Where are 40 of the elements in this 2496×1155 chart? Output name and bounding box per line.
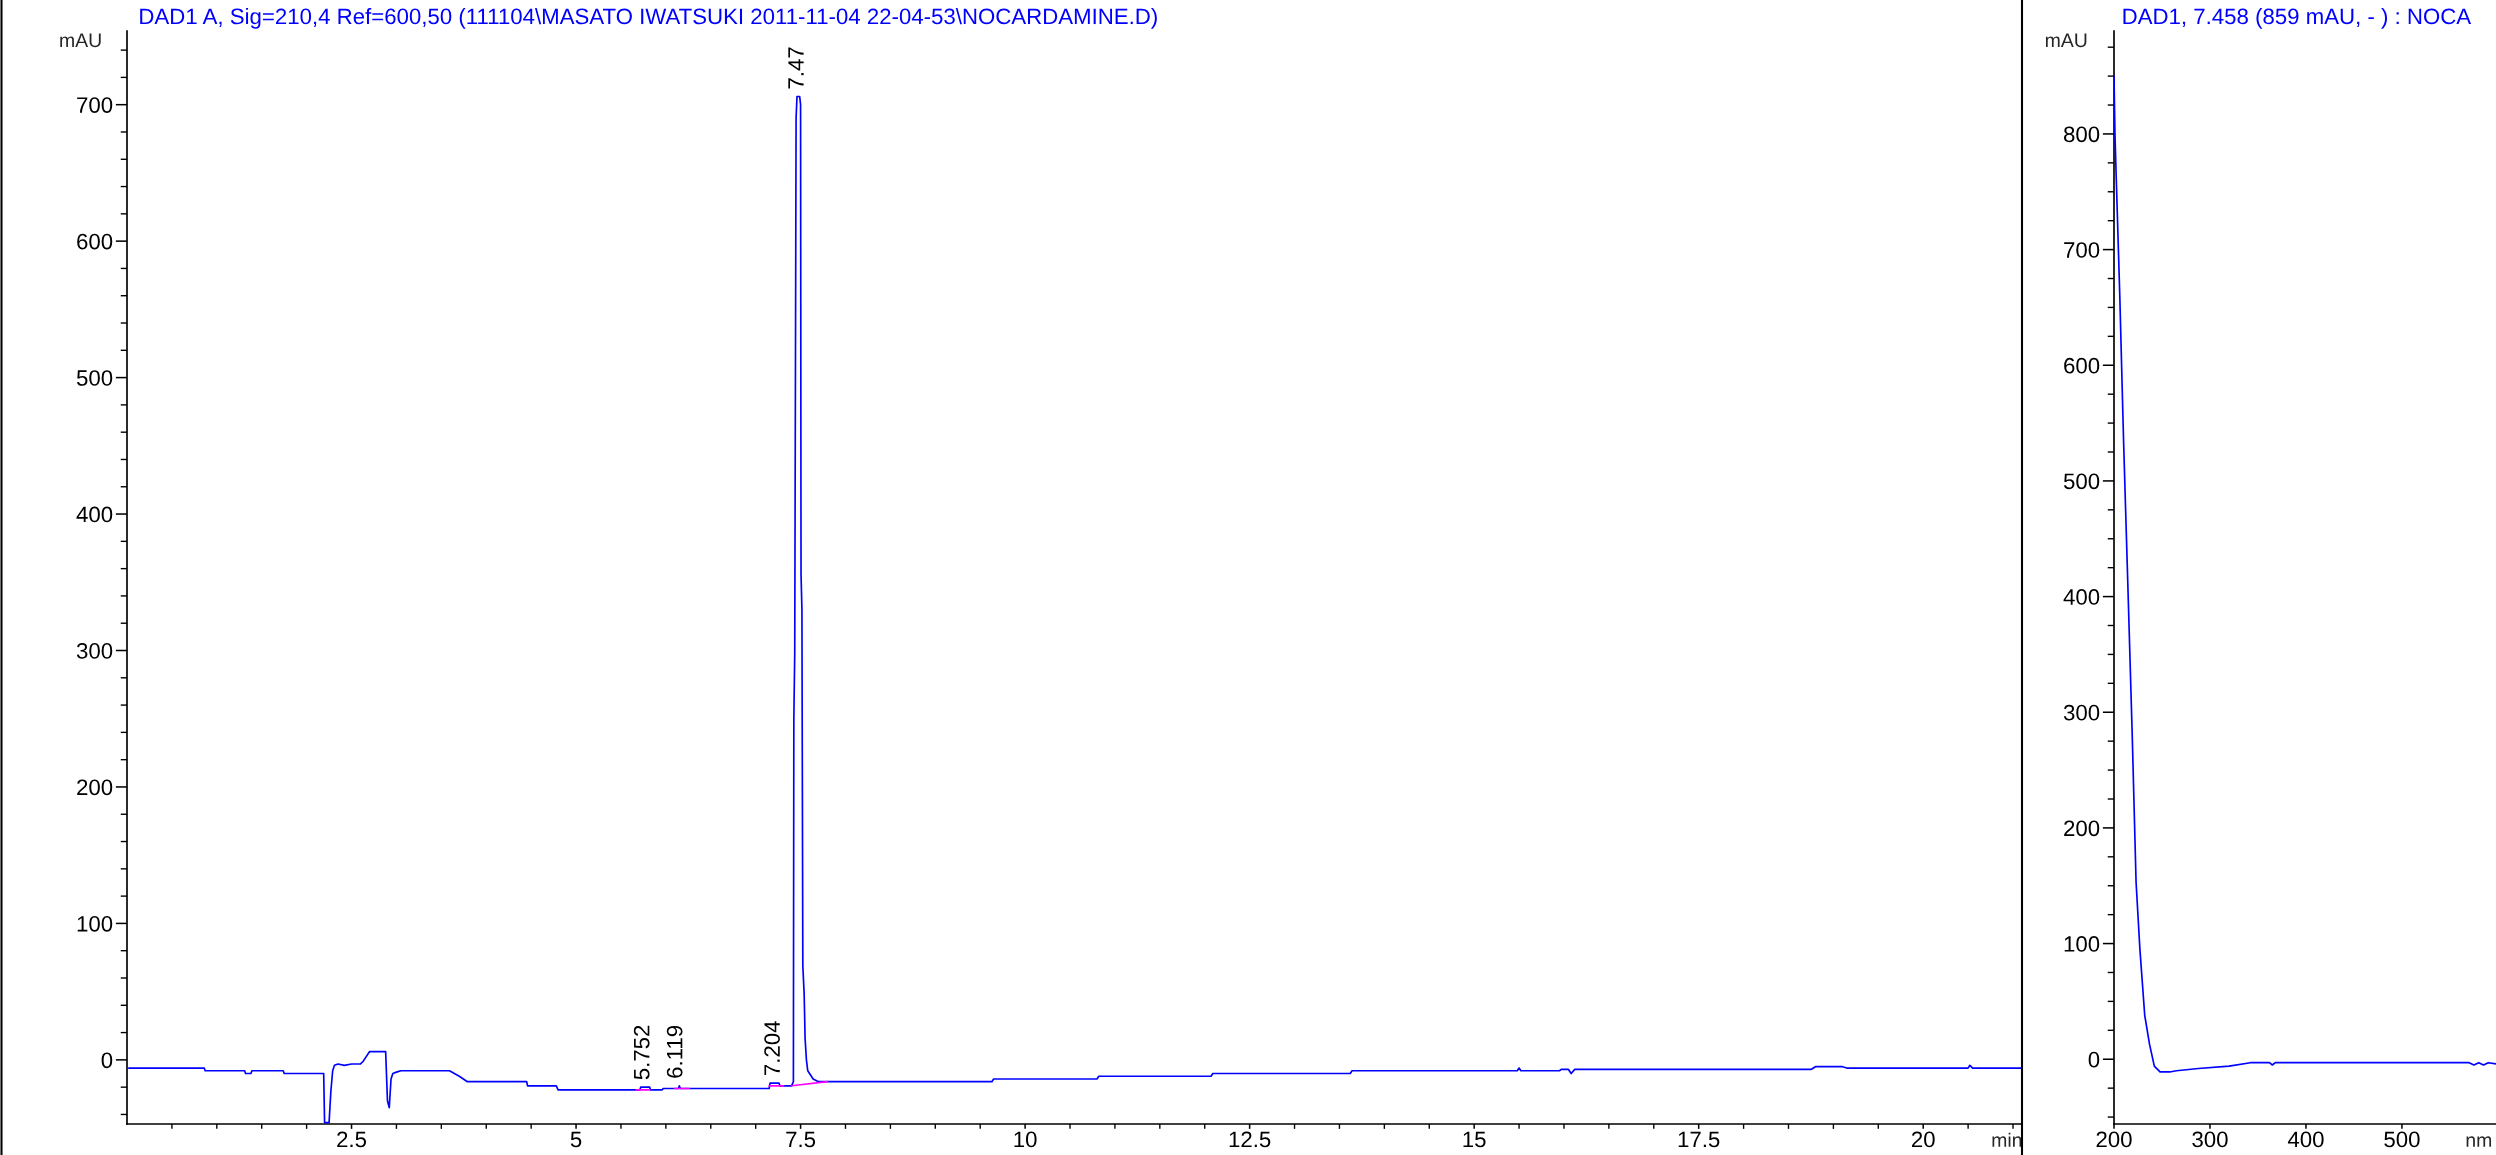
annotation: 7.204 [764,1021,780,1075]
y-tick-label: 800 [2064,126,2100,143]
y-tick-label: 100 [2064,936,2100,952]
y-tick-label: 200 [77,779,113,796]
annotation: 7.47 [788,47,804,89]
y-tick-label: 500 [2063,473,2100,490]
x-tick-label: 10 [1014,1131,1037,1148]
x-tick-label: 400 [2287,1131,2324,1148]
y-tick-label: 600 [2064,357,2100,374]
y-axis-title: mAU [2045,33,2087,48]
y-tick-label: 200 [2064,820,2100,837]
y-axis-title: mAU [60,33,101,48]
y-tick-label: 700 [2064,242,2100,258]
y-tick-label: 0 [2088,1051,2100,1068]
y-tick-label: 0 [101,1052,113,1069]
x-tick-label: 5 [570,1131,582,1148]
y-tick-label: 600 [77,233,113,250]
x-tick-label: 7.5 [786,1131,816,1148]
x-tick-label: 20 [1911,1131,1935,1148]
y-tick-label: 700 [77,97,113,113]
y-tick-label: 400 [2063,589,2100,605]
y-tick-label: 300 [76,643,113,659]
line-series [2114,75,2496,1073]
x-tick-label: 500 [2384,1131,2420,1148]
annotation: 6.119 [666,1025,683,1078]
x-tick-label: 2.5 [337,1131,367,1148]
x-tick-label: 17.5 [1678,1131,1720,1148]
annotation: 5.752 [633,1025,650,1080]
chart-title: DAD1, 7.458 (859 mAU, - ) : NOCA [2123,7,2472,29]
x-axis-title: nm [2466,1136,2492,1147]
y-tick-label: 500 [76,370,113,386]
y-tick-label: 400 [76,506,113,523]
x-tick-label: 200 [2096,1131,2132,1148]
x-tick-label: 15 [1463,1131,1486,1148]
y-tick-label: 300 [2063,704,2100,721]
chart-title: DAD1 A, Sig=210,4 Ref=600,50 (111104\MASATO IWATSUKI 2011-11-04 22-04-53\NOCARDAMINE.D) [140,7,1157,29]
x-axis-title: min [1992,1132,2022,1147]
x-tick-label: 12.5 [1229,1131,1271,1148]
x-tick-label: 300 [2192,1131,2228,1148]
y-tick-label: 100 [77,915,113,932]
